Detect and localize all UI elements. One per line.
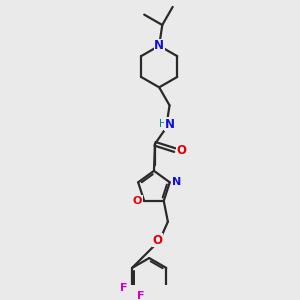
Text: O: O [133,196,142,206]
Text: O: O [153,234,163,247]
Text: O: O [176,144,186,157]
Text: N: N [165,118,175,130]
Text: F: F [120,283,127,293]
Text: F: F [137,291,144,300]
Text: N: N [172,177,181,187]
Text: N: N [154,39,164,52]
Text: H: H [159,119,167,129]
